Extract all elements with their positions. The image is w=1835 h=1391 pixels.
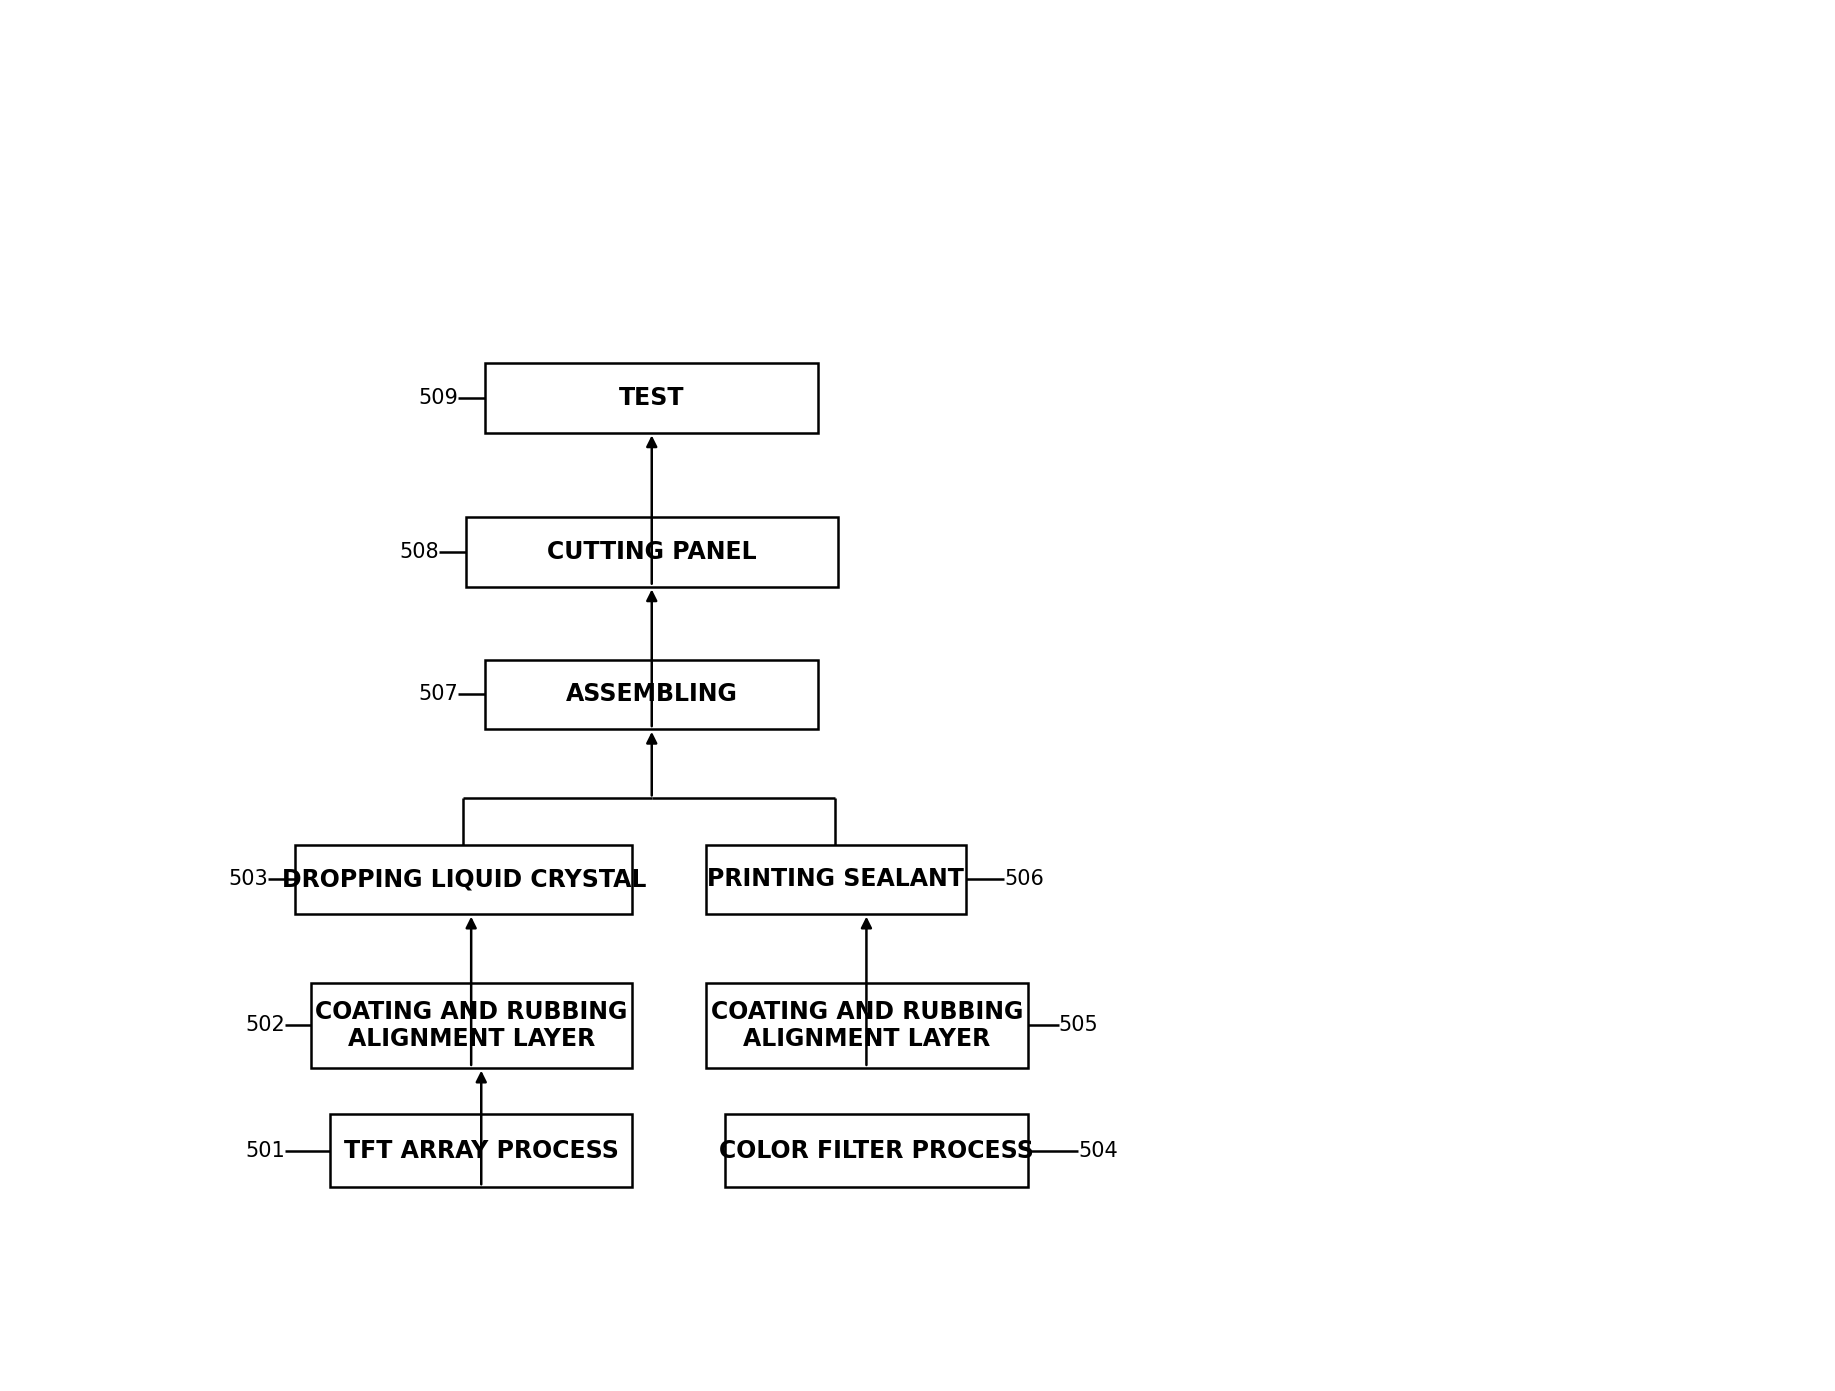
FancyBboxPatch shape <box>310 983 633 1068</box>
Text: TFT ARRAY PROCESS: TFT ARRAY PROCESS <box>343 1139 618 1163</box>
FancyBboxPatch shape <box>466 517 839 587</box>
FancyBboxPatch shape <box>484 659 818 729</box>
FancyBboxPatch shape <box>484 363 818 433</box>
Text: COLOR FILTER PROCESS: COLOR FILTER PROCESS <box>719 1139 1033 1163</box>
FancyBboxPatch shape <box>330 1114 633 1187</box>
Text: COATING AND RUBBING
ALIGNMENT LAYER: COATING AND RUBBING ALIGNMENT LAYER <box>710 1000 1022 1052</box>
Text: 508: 508 <box>398 542 439 562</box>
Text: 509: 509 <box>418 388 459 408</box>
Text: DROPPING LIQUID CRYSTAL: DROPPING LIQUID CRYSTAL <box>281 867 646 892</box>
FancyBboxPatch shape <box>706 983 1028 1068</box>
Text: 503: 503 <box>228 869 268 889</box>
Text: 504: 504 <box>1077 1141 1118 1161</box>
Text: CUTTING PANEL: CUTTING PANEL <box>547 540 756 563</box>
Text: 506: 506 <box>1004 869 1044 889</box>
Text: 501: 501 <box>246 1141 284 1161</box>
FancyBboxPatch shape <box>295 844 633 914</box>
Text: 505: 505 <box>1059 1015 1099 1035</box>
Text: ASSEMBLING: ASSEMBLING <box>565 683 738 707</box>
FancyBboxPatch shape <box>725 1114 1028 1187</box>
Text: 507: 507 <box>418 684 459 704</box>
Text: PRINTING SEALANT: PRINTING SEALANT <box>706 867 963 892</box>
Text: COATING AND RUBBING
ALIGNMENT LAYER: COATING AND RUBBING ALIGNMENT LAYER <box>316 1000 628 1052</box>
Text: 502: 502 <box>246 1015 284 1035</box>
Text: TEST: TEST <box>618 385 684 410</box>
FancyBboxPatch shape <box>706 844 965 914</box>
